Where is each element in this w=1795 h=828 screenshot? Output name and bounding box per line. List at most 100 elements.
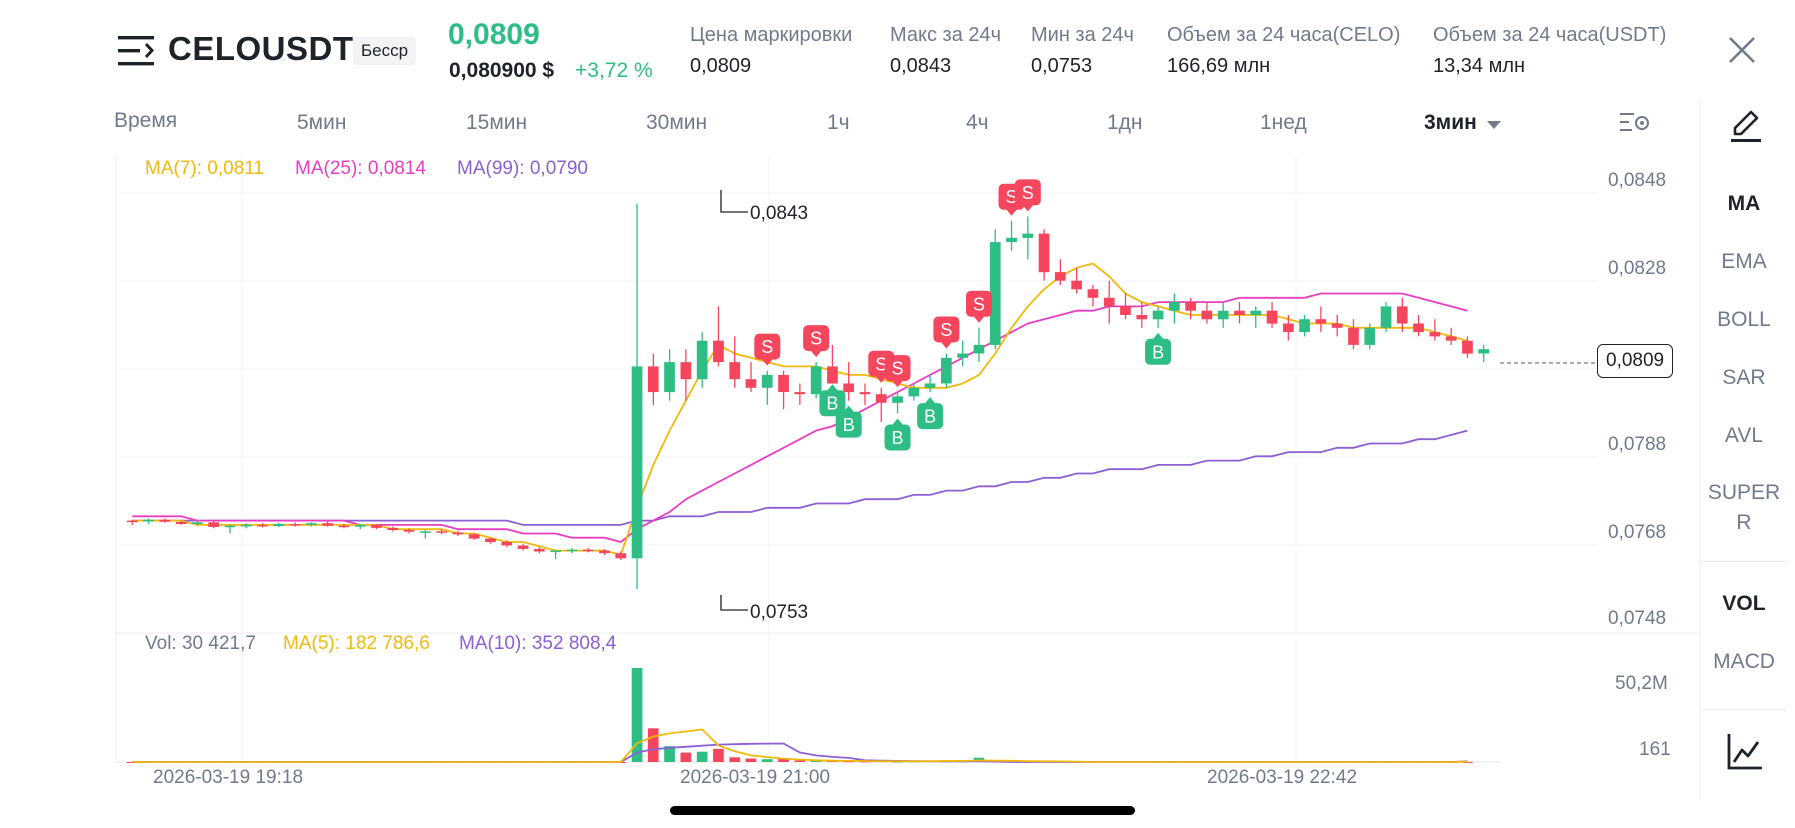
home-indicator bbox=[670, 806, 1135, 815]
volume-bar bbox=[778, 758, 789, 762]
buy-marker-badge bbox=[1145, 332, 1172, 365]
candle-body bbox=[371, 524, 382, 528]
sell-marker-label: S bbox=[1006, 187, 1018, 207]
volume-bar bbox=[631, 668, 643, 762]
candle-body bbox=[1380, 306, 1392, 328]
candle-body bbox=[289, 524, 301, 526]
candle-body bbox=[908, 387, 920, 397]
candle-body bbox=[599, 550, 610, 554]
candle-body bbox=[1331, 323, 1343, 328]
volume-bar bbox=[713, 748, 724, 762]
ma-lines bbox=[132, 262, 1468, 556]
tab-3min-active[interactable]: 3мин bbox=[1424, 111, 1477, 134]
volume-bar bbox=[794, 760, 806, 762]
candle-body bbox=[664, 362, 675, 393]
tab-4h[interactable]: 4ч bbox=[966, 111, 989, 134]
candle-body bbox=[615, 553, 627, 559]
sell-marker-label: S bbox=[761, 337, 773, 357]
buy-marker-badge bbox=[884, 418, 911, 451]
buy-marker-label: B bbox=[826, 394, 838, 414]
tab-5min[interactable]: 5мин bbox=[297, 111, 347, 134]
sell-marker: S bbox=[965, 290, 992, 323]
buy-marker-badge bbox=[917, 397, 944, 430]
candle-body bbox=[1136, 315, 1148, 320]
panel-separator bbox=[1702, 709, 1786, 710]
chart-grid bbox=[115, 155, 1700, 763]
high-low-markers: 0,0843 0,0753 bbox=[720, 190, 808, 623]
line-chart-icon[interactable] bbox=[1726, 732, 1764, 772]
candle-body bbox=[192, 522, 203, 524]
close-icon[interactable] bbox=[1724, 32, 1760, 68]
candle-body bbox=[1348, 327, 1359, 345]
sell-marker: S bbox=[803, 325, 830, 358]
indicator-ema[interactable]: EMA bbox=[1721, 250, 1767, 273]
candle-body bbox=[1120, 306, 1131, 315]
menu-icon[interactable] bbox=[118, 34, 158, 68]
sell-marker-label: S bbox=[892, 359, 904, 379]
symbol-title[interactable]: CELOUSDT bbox=[168, 30, 354, 67]
candle-body bbox=[680, 362, 692, 380]
ma99-line bbox=[132, 429, 1468, 526]
candle-body bbox=[403, 530, 415, 532]
pencil-icon[interactable] bbox=[1729, 108, 1763, 144]
candle-body bbox=[1055, 272, 1066, 281]
candle-body bbox=[1087, 289, 1099, 298]
volume-bars bbox=[126, 668, 1473, 763]
candle-body bbox=[778, 374, 789, 392]
indicator-ma[interactable]: MA bbox=[1727, 192, 1761, 215]
volume-ma-lines bbox=[132, 728, 1468, 763]
candle-body bbox=[924, 383, 936, 388]
buy-marker: B bbox=[835, 405, 862, 438]
candle-body bbox=[843, 383, 854, 393]
price-tick: 0,0788 bbox=[1608, 434, 1667, 455]
indicator-super[interactable]: SUPER bbox=[1707, 481, 1781, 504]
buy-marker-label: B bbox=[924, 407, 936, 427]
indicator-macd[interactable]: MACD bbox=[1713, 650, 1775, 673]
ma25-line bbox=[132, 292, 1468, 543]
buy-marker-badge bbox=[835, 405, 862, 438]
indicator-vol[interactable]: VOL bbox=[1722, 592, 1766, 615]
tab-1h[interactable]: 1ч bbox=[827, 111, 850, 134]
candle-body bbox=[582, 549, 594, 552]
volume-bar bbox=[696, 751, 708, 762]
sell-marker-label: S bbox=[973, 294, 985, 314]
current-price-tag: 0,0809 bbox=[1597, 344, 1674, 378]
chevron-down-icon[interactable] bbox=[1487, 121, 1501, 129]
candle-body bbox=[338, 525, 350, 528]
volume-celo-value: 166,69 млн bbox=[1167, 55, 1271, 77]
indicator-super-r[interactable]: R bbox=[1736, 511, 1752, 534]
candle-body bbox=[1250, 310, 1262, 315]
vol-ma5-line bbox=[132, 728, 1468, 763]
candle-body bbox=[859, 392, 871, 395]
candle-body bbox=[1396, 306, 1408, 324]
indicator-sar[interactable]: SAR bbox=[1722, 366, 1766, 389]
candle-body bbox=[810, 366, 822, 395]
sell-marker: S bbox=[1014, 179, 1041, 212]
candle-body bbox=[175, 521, 187, 524]
tab-1d[interactable]: 1дн bbox=[1107, 111, 1143, 134]
chart-settings-icon[interactable] bbox=[1620, 110, 1650, 136]
candle-body bbox=[452, 532, 464, 535]
sell-marker-badge bbox=[803, 325, 830, 358]
tab-1w[interactable]: 1нед bbox=[1260, 111, 1307, 134]
candle-body bbox=[1429, 332, 1441, 337]
high-marker-value: 0,0843 bbox=[750, 203, 808, 224]
sell-marker-label: S bbox=[810, 329, 822, 349]
candle-body bbox=[1234, 310, 1245, 315]
buy-marker-label: B bbox=[892, 428, 904, 448]
tab-15min[interactable]: 15мин bbox=[466, 111, 528, 134]
low-marker-value: 0,0753 bbox=[750, 602, 808, 623]
indicator-avl[interactable]: AVL bbox=[1724, 424, 1764, 447]
contract-type-badge: Бесср bbox=[353, 37, 417, 65]
tab-30min[interactable]: 30мин bbox=[646, 111, 708, 134]
sell-marker-label: S bbox=[875, 354, 887, 374]
indicator-boll[interactable]: BOLL bbox=[1717, 308, 1771, 331]
buy-marker-label: B bbox=[1152, 342, 1164, 362]
ma99-legend: MA(99): 0,0790 bbox=[457, 158, 588, 179]
candle-body bbox=[501, 542, 513, 546]
price-change-percent: +3,72 % bbox=[575, 59, 653, 82]
buy-marker-badge bbox=[819, 384, 846, 417]
low-marker-line bbox=[720, 595, 748, 611]
